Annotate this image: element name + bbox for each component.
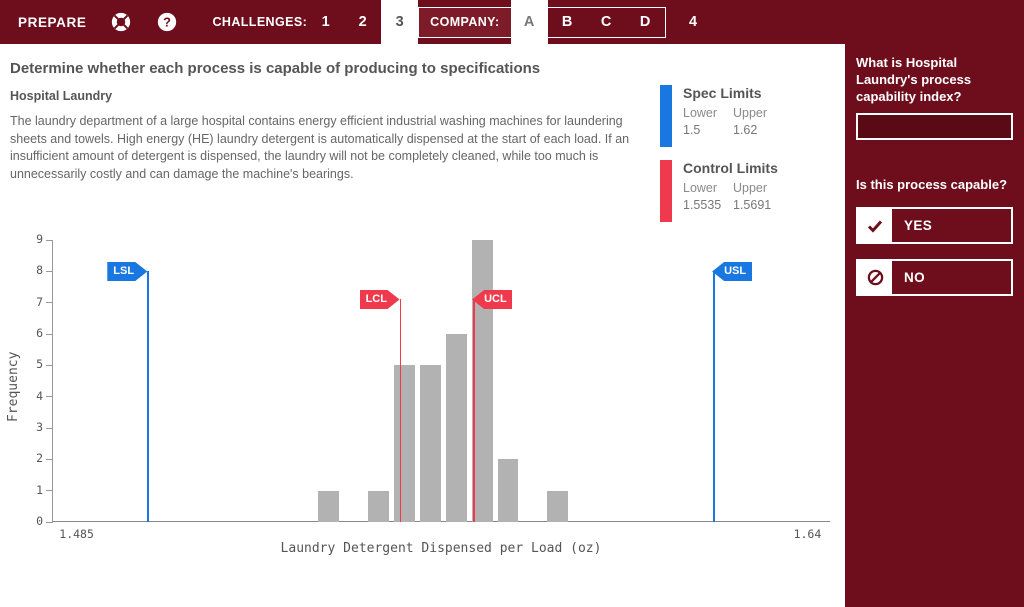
yes-button[interactable]: YES (856, 207, 1013, 244)
control-upper-label: Upper (733, 181, 768, 195)
y-axis-tick (46, 239, 53, 241)
ucl-flag: UCL (472, 290, 513, 309)
control-limits-legend: Control Limits Lower Upper 1.5535 1.5691 (660, 160, 783, 222)
help-question-icon[interactable]: ? (156, 11, 178, 33)
no-button[interactable]: NO (856, 259, 1013, 296)
control-limits-color-bar (660, 160, 672, 222)
control-limits-title: Control Limits (683, 160, 778, 176)
prohibition-icon (858, 261, 892, 294)
lcl-flag: LCL (359, 290, 400, 309)
spec-upper-label: Upper (733, 106, 768, 120)
challenge-1-tab[interactable]: 1 (321, 14, 330, 30)
svg-text:?: ? (164, 15, 172, 30)
challenge-3-tab[interactable]: 3 (381, 0, 419, 44)
lsl-line (147, 271, 149, 522)
y-axis-tick-label: 9 (36, 232, 43, 246)
y-axis-tick (46, 521, 53, 523)
usl-flag: USL (712, 262, 753, 281)
spec-limits-color-bar (660, 85, 672, 147)
ucl-line (473, 299, 475, 522)
y-axis-tick-label: 5 (36, 357, 43, 372)
histogram-bar (547, 490, 568, 522)
y-axis-tick-label: 8 (36, 263, 43, 278)
y-axis-tick (46, 270, 53, 272)
histogram-bar (471, 240, 493, 522)
y-axis-tick (46, 458, 53, 460)
y-axis-tick-label: 1 (36, 482, 43, 497)
y-axis-tick-label: 4 (36, 388, 43, 403)
prepare-brand[interactable]: PREPARE (18, 14, 87, 30)
life-ring-icon[interactable] (110, 11, 132, 33)
capability-index-input[interactable] (856, 113, 1013, 140)
case-description: The laundry department of a large hospit… (10, 114, 630, 181)
y-axis-tick (46, 302, 53, 304)
limits-legend: Spec Limits Lower Upper 1.5 1.62 Control… (660, 85, 783, 222)
spec-limits-legend: Spec Limits Lower Upper 1.5 1.62 (660, 85, 783, 147)
histogram-bar (445, 334, 467, 522)
histogram-bar (318, 490, 340, 522)
company-a-tab[interactable]: A (510, 0, 548, 44)
no-label: NO (904, 270, 926, 285)
capability-histogram: Frequency 0 1 2 3 4 5 6 7 8 9 1.485 1.64 LSL USL LCL UC… (0, 196, 845, 578)
y-axis-tick (46, 333, 53, 335)
lsl-flag: LSL (107, 262, 148, 281)
y-axis-tick-label: 7 (36, 294, 43, 309)
usl-line (713, 271, 715, 522)
case-title: Hospital Laundry (10, 89, 113, 103)
capability-index-question: What is Hospital Laundry's process capab… (856, 55, 972, 104)
challenge-4-tab[interactable]: 4 (689, 14, 698, 30)
company-d-tab[interactable]: D (639, 14, 651, 30)
control-lower-label: Lower (683, 181, 718, 195)
challenge-2-tab[interactable]: 2 (358, 14, 367, 30)
challenges-label: CHALLENGES: (212, 15, 308, 29)
top-nav: PREPARE ? CHALLENGES: 1 2 3 COMPANY: (0, 0, 1024, 44)
y-axis-tick (46, 427, 53, 429)
y-axis-tick (46, 364, 53, 366)
histogram-bar (393, 365, 415, 522)
x-axis-tick-label: 1.64 (793, 527, 822, 541)
y-axis-tick-label: 6 (36, 326, 43, 340)
control-lower-value: 1.5535 (683, 198, 722, 212)
histogram-bar (367, 490, 389, 522)
company-label: COMPANY: (419, 7, 511, 37)
spec-lower-value: 1.5 (683, 123, 701, 137)
y-axis-tick-label: 3 (36, 420, 43, 434)
x-axis-label: Laundry Detergent Dispensed per Load (oz… (280, 541, 602, 556)
spec-limits-title: Spec Limits (683, 85, 762, 101)
company-group: COMPANY: A B C D (418, 0, 666, 44)
check-icon (858, 209, 892, 242)
yes-label: YES (904, 218, 933, 233)
lcl-line (399, 299, 402, 522)
spec-lower-label: Lower (683, 106, 718, 120)
histogram-bar (419, 365, 441, 522)
spec-upper-value: 1.62 (733, 123, 758, 137)
company-b-tab[interactable]: B (561, 14, 573, 30)
y-axis-tick (46, 490, 53, 492)
y-axis-tick (46, 396, 53, 398)
y-axis-tick-label: 0 (36, 514, 43, 528)
histogram-bar (497, 459, 519, 522)
process-capable-question: Is this process capable? (856, 177, 1008, 192)
x-axis-tick-label: 1.485 (59, 527, 94, 541)
y-axis-tick-label: 2 (36, 451, 43, 466)
plot-area: 0 1 2 3 4 5 6 7 8 9 1.485 1.64 LSL USL LCL UCL (36, 232, 830, 541)
question-sidebar: What is Hospital Laundry's process capab… (845, 44, 1024, 607)
main-content: Determine whether each process is capabl… (0, 44, 845, 607)
page-title: Determine whether each process is capabl… (10, 60, 541, 77)
control-upper-value: 1.5691 (733, 198, 772, 212)
company-c-tab[interactable]: C (600, 14, 612, 30)
